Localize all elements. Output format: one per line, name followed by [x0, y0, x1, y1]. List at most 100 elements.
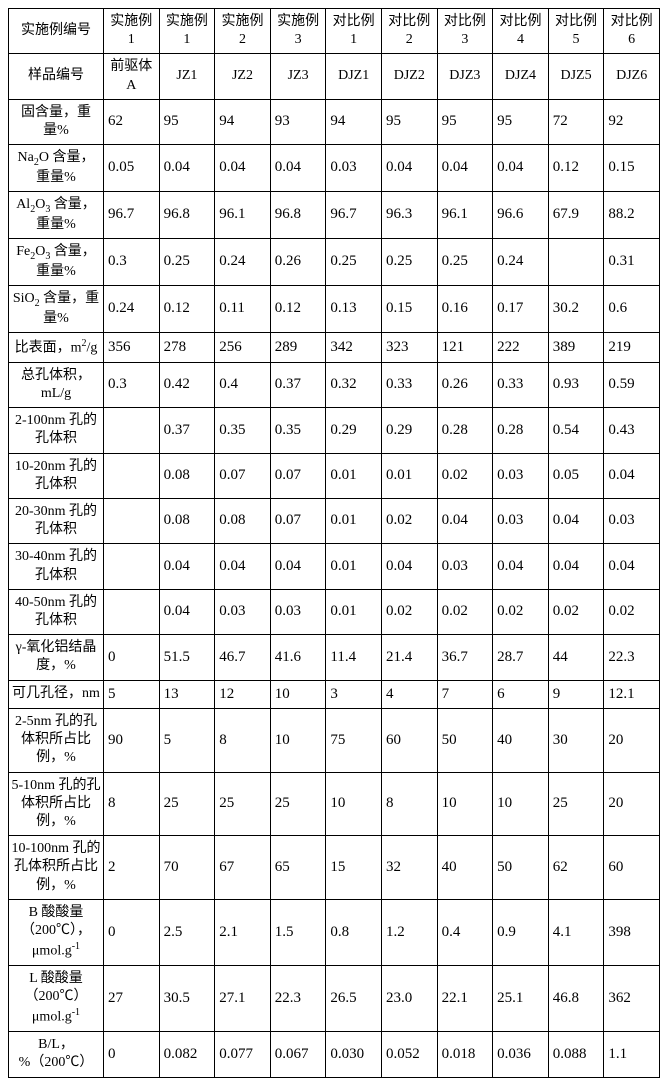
- cell: 60: [381, 709, 437, 773]
- row-label: B 酸酸量（200℃），μmol.g-1: [9, 899, 104, 965]
- table-row: 20-30nm 孔的孔体积0.080.080.070.010.020.040.0…: [9, 499, 660, 544]
- header-cell: 实施例 1: [159, 9, 215, 54]
- cell: 0: [104, 1032, 160, 1077]
- cell: 96.1: [215, 192, 271, 239]
- cell: 13: [159, 680, 215, 709]
- cell: 0.01: [326, 499, 382, 544]
- cell: 0.03: [493, 453, 549, 498]
- table-row: Na2O 含量，重量%0.050.040.040.040.030.040.040…: [9, 145, 660, 192]
- cell: 0.01: [326, 589, 382, 634]
- cell: 0.29: [326, 408, 382, 453]
- cell: 0.02: [381, 589, 437, 634]
- cell: 10: [326, 772, 382, 836]
- cell: 0.28: [493, 408, 549, 453]
- cell: 0.37: [270, 362, 326, 407]
- row-label: 30-40nm 孔的孔体积: [9, 544, 104, 589]
- cell: 0.59: [604, 362, 660, 407]
- cell: 1.1: [604, 1032, 660, 1077]
- cell: 10: [493, 772, 549, 836]
- cell: 9: [548, 680, 604, 709]
- cell: 0.077: [215, 1032, 271, 1077]
- cell: 0.036: [493, 1032, 549, 1077]
- cell: 0.4: [437, 899, 493, 965]
- table-row: 2-5nm 孔的孔体积所占比例，%905810756050403020: [9, 709, 660, 773]
- cell: 23.0: [381, 965, 437, 1031]
- cell: 0.067: [270, 1032, 326, 1077]
- cell: 0.02: [548, 589, 604, 634]
- cell: 0.37: [159, 408, 215, 453]
- cell: 323: [381, 333, 437, 363]
- cell: 1.5: [270, 899, 326, 965]
- cell: 0.018: [437, 1032, 493, 1077]
- table-row: Fe2O3 含量，重量%0.30.250.240.260.250.250.250…: [9, 239, 660, 286]
- cell: 0.02: [381, 499, 437, 544]
- cell: 0.04: [381, 544, 437, 589]
- cell: 0.43: [604, 408, 660, 453]
- cell: 28.7: [493, 635, 549, 680]
- table-header: 实施例编号 实施例 1 实施例 1 实施例 2 实施例 3 对比例 1 对比例 …: [9, 9, 660, 100]
- header-cell: JZ2: [215, 54, 271, 99]
- cell: 0.11: [215, 286, 271, 333]
- header-cell: 实施例编号: [9, 9, 104, 54]
- cell: 12.1: [604, 680, 660, 709]
- cell: 0.08: [159, 499, 215, 544]
- header-cell: 实施例 2: [215, 9, 271, 54]
- cell: 62: [548, 836, 604, 900]
- cell: 94: [326, 99, 382, 144]
- cell: 10: [437, 772, 493, 836]
- row-label: 10-100nm 孔的孔体积所占比例，%: [9, 836, 104, 900]
- header-cell: 对比例 1: [326, 9, 382, 54]
- cell: 95: [493, 99, 549, 144]
- table-row: 40-50nm 孔的孔体积0.040.030.030.010.020.020.0…: [9, 589, 660, 634]
- cell: 0.3: [104, 362, 160, 407]
- cell: 0.04: [548, 499, 604, 544]
- cell: 27.1: [215, 965, 271, 1031]
- cell: 96.3: [381, 192, 437, 239]
- cell: 0.04: [604, 453, 660, 498]
- cell: 0.08: [215, 499, 271, 544]
- row-label: 固含量，重量%: [9, 99, 104, 144]
- cell: 22.3: [604, 635, 660, 680]
- cell: 5: [104, 680, 160, 709]
- cell: 70: [159, 836, 215, 900]
- cell: 93: [270, 99, 326, 144]
- cell: 0.01: [381, 453, 437, 498]
- cell: 0.25: [381, 239, 437, 286]
- cell: 0.13: [326, 286, 382, 333]
- cell: 0.35: [270, 408, 326, 453]
- table-row: Al2O3 含量，重量%96.796.896.196.896.796.396.1…: [9, 192, 660, 239]
- cell: 8: [215, 709, 271, 773]
- cell: 0.35: [215, 408, 271, 453]
- cell: 0.04: [493, 544, 549, 589]
- cell: 0.17: [493, 286, 549, 333]
- cell: 0.04: [215, 544, 271, 589]
- cell: 0.04: [215, 145, 271, 192]
- cell: 0.04: [159, 145, 215, 192]
- cell: [104, 408, 160, 453]
- cell: 62: [104, 99, 160, 144]
- cell: 0.4: [215, 362, 271, 407]
- table-row: 可几孔径，nm51312103476912.1: [9, 680, 660, 709]
- cell: 0.12: [270, 286, 326, 333]
- table-body: 固含量，重量%62959493949595957292Na2O 含量，重量%0.…: [9, 99, 660, 1077]
- cell: 222: [493, 333, 549, 363]
- cell: 5: [159, 709, 215, 773]
- table-row: 2-100nm 孔的孔体积0.370.350.350.290.290.280.2…: [9, 408, 660, 453]
- cell: 96.8: [159, 192, 215, 239]
- cell: 0.33: [493, 362, 549, 407]
- cell: 121: [437, 333, 493, 363]
- header-cell: 样品编号: [9, 54, 104, 99]
- row-label: 40-50nm 孔的孔体积: [9, 589, 104, 634]
- table-row: L 酸酸量（200℃）μmol.g-12730.527.122.326.523.…: [9, 965, 660, 1031]
- cell: 289: [270, 333, 326, 363]
- cell: 50: [493, 836, 549, 900]
- cell: 20: [604, 772, 660, 836]
- cell: 0.04: [270, 145, 326, 192]
- cell: 15: [326, 836, 382, 900]
- header-cell: DJZ1: [326, 54, 382, 99]
- cell: 0.03: [270, 589, 326, 634]
- cell: 0.93: [548, 362, 604, 407]
- cell: 0: [104, 635, 160, 680]
- cell: 0.8: [326, 899, 382, 965]
- table-row: 固含量，重量%62959493949595957292: [9, 99, 660, 144]
